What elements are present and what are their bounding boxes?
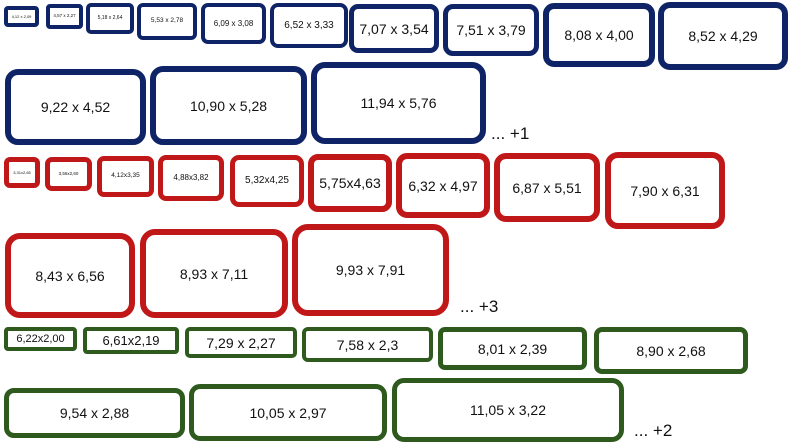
red-label-box: 8,43 x 6,56 [5,233,135,318]
blue-label-box: 7,51 x 3,79 [443,4,539,56]
red-label-box: 5,32x4,25 [230,155,304,207]
red-more-count: ... +3 [460,297,499,316]
green-label-box: 7,29 x 2,27 [185,327,297,358]
blue-label-box: 4,57 x 2,27 [46,4,83,29]
blue-label-box: 5,18 x 2,64 [86,3,134,34]
green-label-box: 8,90 x 2,68 [594,327,748,374]
blue-label-box: 7,07 x 3,54 [349,4,439,53]
blue-label-box: 8,52 x 4,29 [658,2,788,70]
green-label-box: 11,05 x 3,22 [392,378,624,442]
blue-label-box: 6,09 x 3,08 [201,3,266,44]
blue-label-box: 8,08 x 4,00 [543,3,655,67]
red-label-box: 3,31x2,65 [4,157,40,188]
green-label-box: 6,22x2,00 [4,327,77,351]
green-label-box: 7,58 x 2,3 [302,327,433,362]
red-label-box: 7,90 x 6,31 [605,152,725,229]
red-label-box: 4,12x3,35 [97,156,154,197]
red-label-box: 5,75x4,63 [308,154,392,212]
green-label-box: 6,61x2,19 [83,327,179,354]
blue-more-count: ... +1 [491,124,530,143]
blue-label-box: 11,94 x 5,76 [311,62,486,144]
red-label-box: 6,87 x 5,51 [494,153,600,222]
green-label-box: 10,05 x 2,97 [189,384,387,441]
blue-label-box: 4,12 x 2,09 [4,6,39,27]
green-label-box: 8,01 x 2,39 [438,327,587,370]
blue-label-box: 6,52 x 3,33 [270,3,348,48]
blue-label-box: 9,22 x 4,52 [5,69,146,145]
green-label-box: 9,54 x 2,88 [4,388,185,438]
red-label-box: 9,93 x 7,91 [292,224,449,316]
red-label-box: 6,32 x 4,97 [396,153,490,218]
red-label-box: 4,88x3,82 [158,155,224,201]
blue-label-box: 5,53 x 2,78 [137,3,197,40]
red-label-box: 3,56x2,60 [45,157,92,191]
red-label-box: 8,93 x 7,11 [140,229,288,318]
green-more-count: ... +2 [634,421,673,440]
blue-label-box: 10,90 x 5,28 [150,66,307,145]
